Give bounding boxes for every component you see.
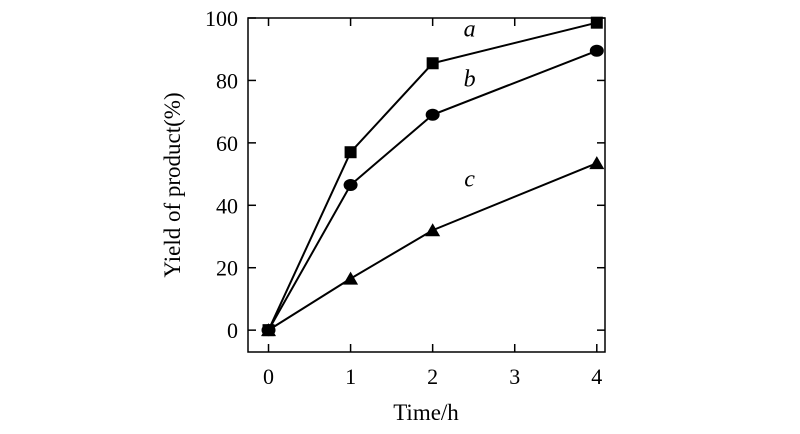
x-tick-label: 2 bbox=[427, 364, 438, 389]
x-axis-title: Time/h bbox=[393, 400, 459, 425]
series-labels: ab c bbox=[464, 17, 476, 193]
x-tick-label: 0 bbox=[263, 364, 274, 389]
y-tick-label: 60 bbox=[216, 131, 238, 156]
y-tick-label: 100 bbox=[205, 6, 238, 31]
series-c-point bbox=[261, 323, 277, 337]
series-b-point bbox=[343, 179, 358, 191]
x-tick-label: 1 bbox=[345, 364, 356, 389]
series-markers bbox=[261, 16, 605, 337]
series-c-point bbox=[343, 271, 359, 285]
y-tick-label: 40 bbox=[216, 193, 238, 218]
series-lines bbox=[267, 21, 598, 331]
series-a-point bbox=[590, 16, 603, 29]
y-tick-label: 20 bbox=[216, 256, 238, 281]
series-c-point bbox=[425, 223, 441, 237]
plot-frame bbox=[247, 17, 606, 353]
series-c-point bbox=[589, 156, 605, 170]
x-tick-label: 4 bbox=[591, 364, 602, 389]
series-c-label: c bbox=[464, 167, 475, 193]
y-tick-label: 80 bbox=[216, 68, 238, 93]
series-a-point bbox=[426, 57, 439, 70]
series-a-label: a bbox=[464, 17, 476, 43]
series-a-point bbox=[344, 146, 357, 159]
series-b-line bbox=[267, 49, 598, 331]
series-b-label: b bbox=[464, 67, 476, 93]
series-c-line bbox=[267, 162, 598, 331]
y-tick-label: 0 bbox=[227, 318, 238, 343]
series-b-point bbox=[425, 108, 440, 121]
series-b-point bbox=[589, 44, 604, 57]
series-a-line bbox=[267, 21, 598, 331]
x-tick-label: 3 bbox=[509, 364, 520, 389]
y-axis-title: Yield of product(%) bbox=[160, 92, 185, 277]
